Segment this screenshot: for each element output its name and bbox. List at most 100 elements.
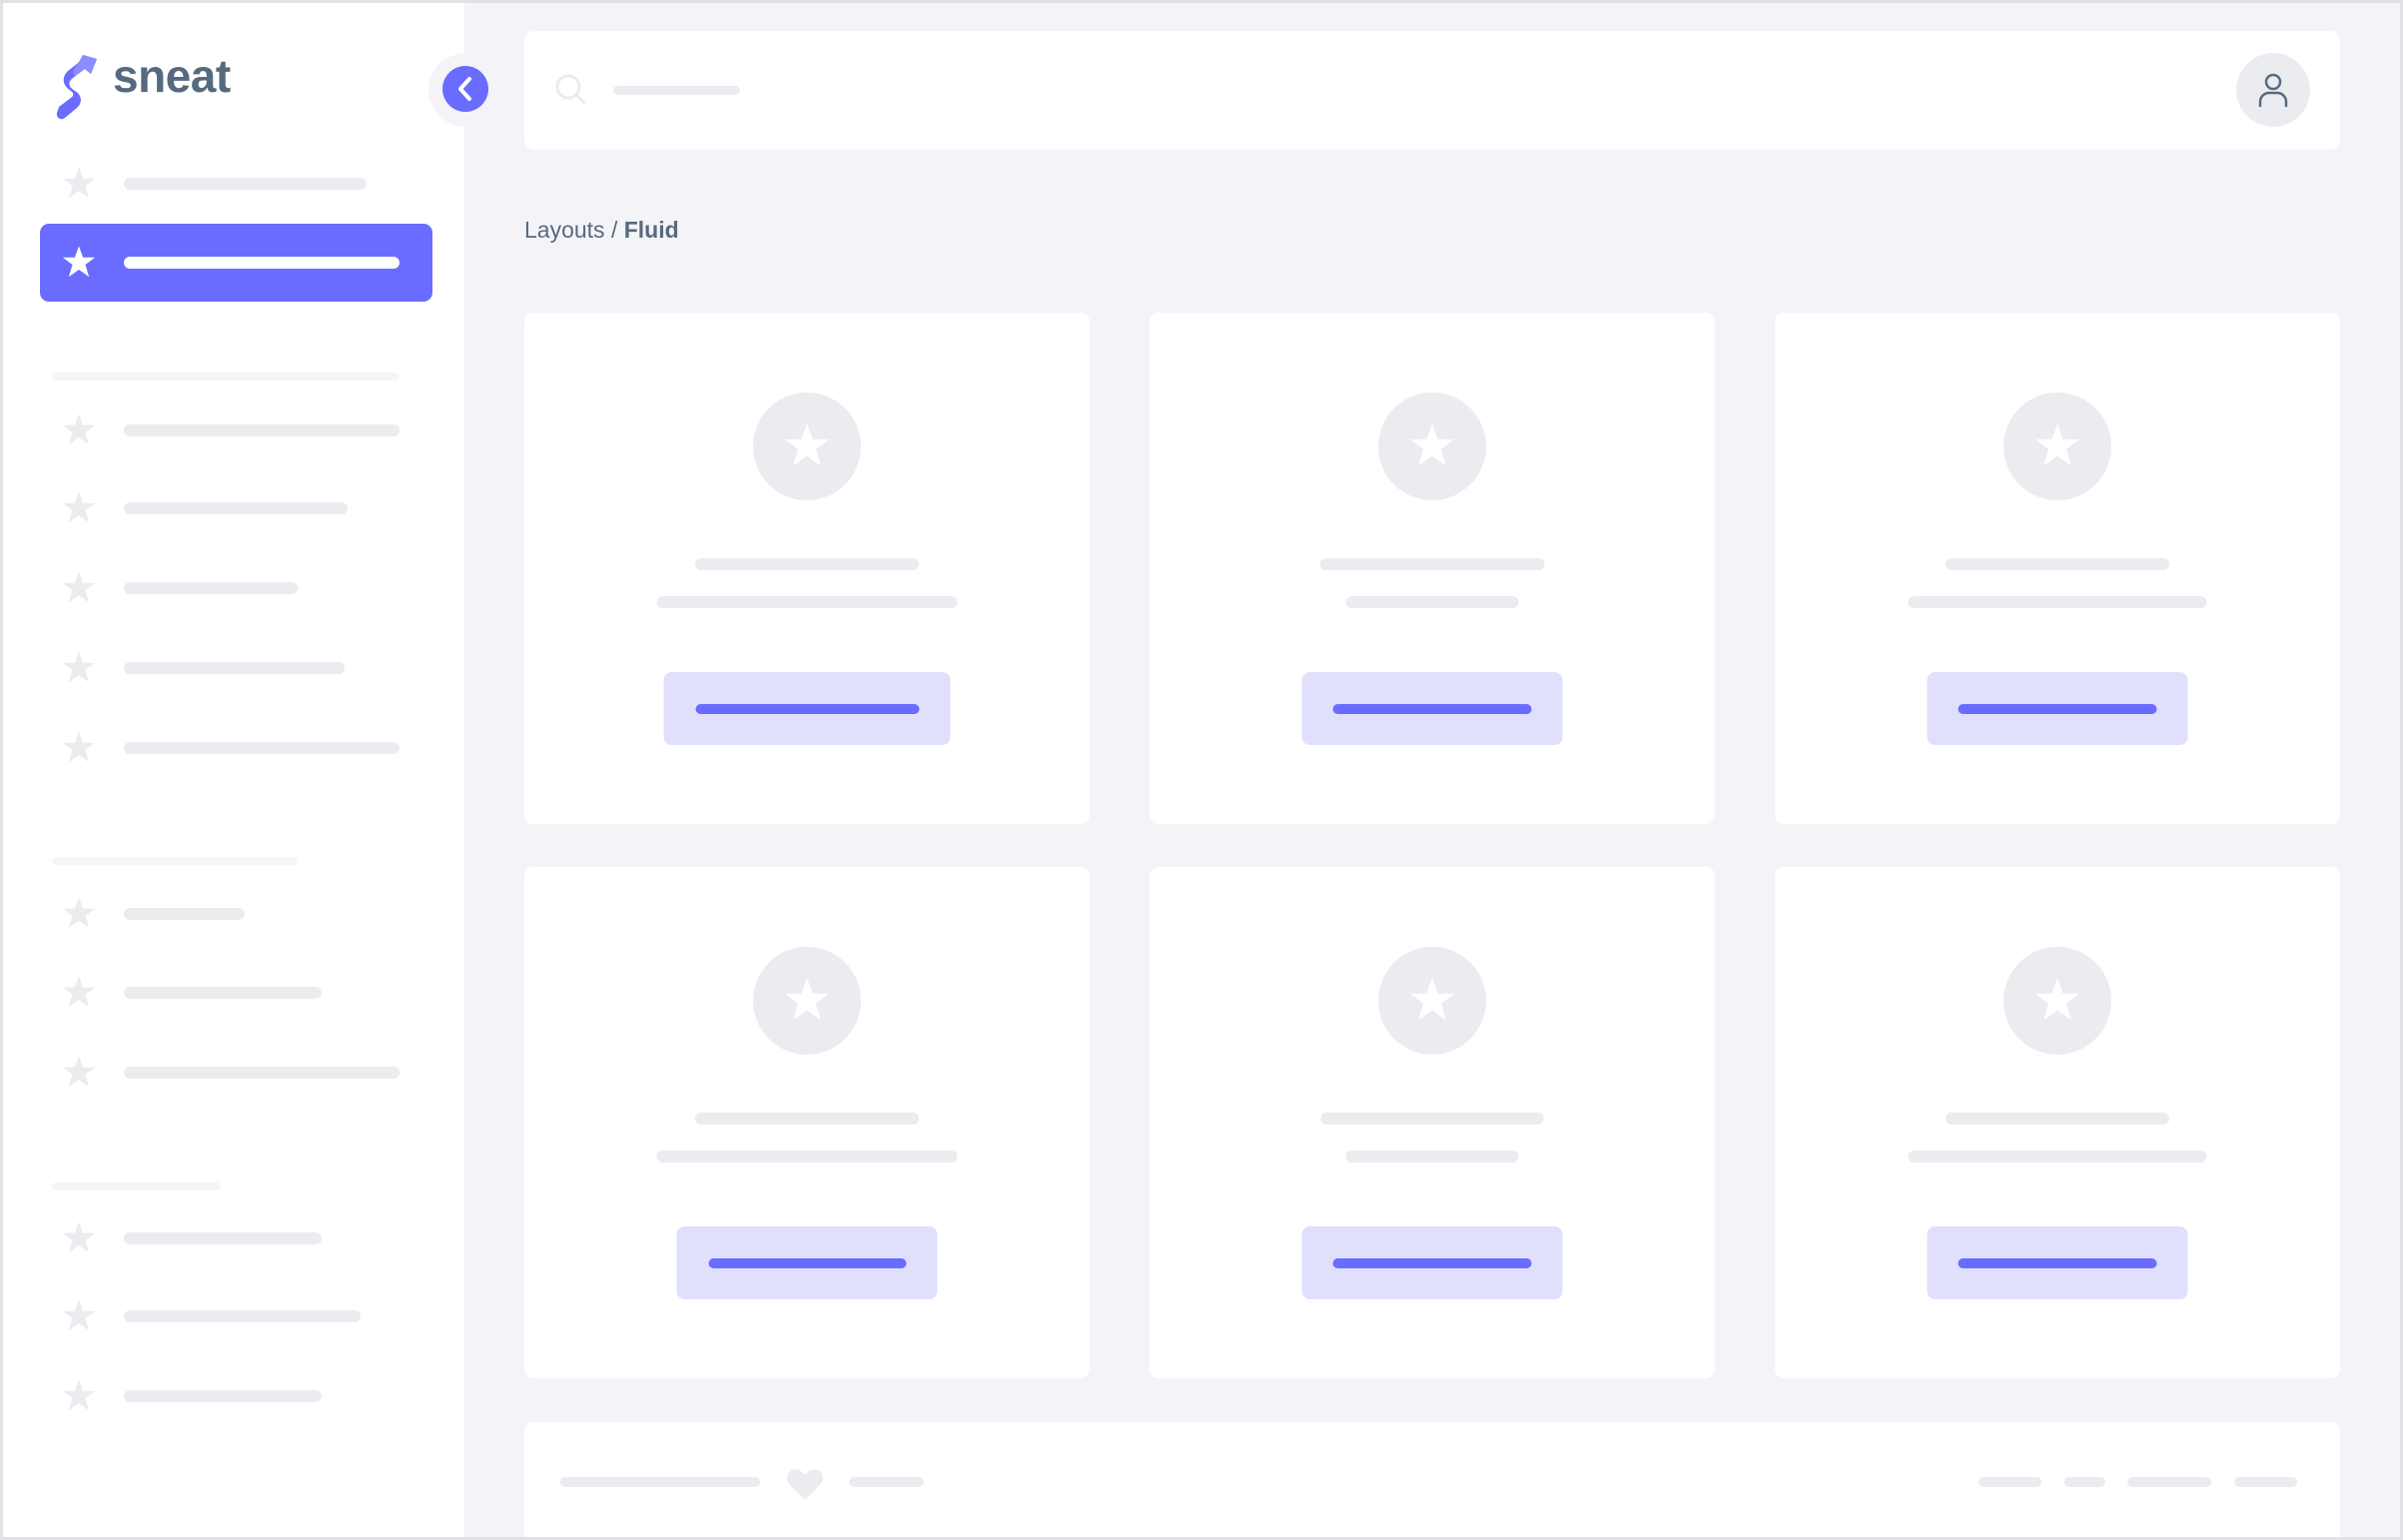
- user-icon: [2258, 73, 2288, 108]
- nav-label-skeleton: [124, 1067, 400, 1079]
- star-icon: [2031, 420, 2083, 472]
- sidebar: sneat: [3, 3, 504, 1537]
- star-icon: [60, 1377, 98, 1415]
- card-icon-circle: [2003, 947, 2111, 1055]
- footer-text-skeleton: [560, 1477, 760, 1487]
- nav-item[interactable]: [40, 145, 432, 223]
- card: [1150, 313, 1715, 824]
- footer-link-skeleton[interactable]: [2064, 1477, 2105, 1487]
- card-button[interactable]: [1301, 672, 1563, 745]
- star-icon: [781, 975, 833, 1027]
- star-icon: [1406, 420, 1458, 472]
- nav-item[interactable]: [40, 391, 432, 469]
- star-icon: [1406, 975, 1458, 1027]
- card-button[interactable]: [1927, 672, 2188, 745]
- card-text-skeleton: [656, 596, 958, 608]
- card-text-skeleton: [1345, 1151, 1519, 1162]
- footer-link-skeleton[interactable]: [849, 1477, 924, 1487]
- star-icon: [60, 649, 98, 687]
- brand-name[interactable]: sneat: [113, 50, 231, 102]
- breadcrumb-parent[interactable]: Layouts: [524, 217, 605, 243]
- footer: [524, 1422, 2340, 1537]
- nav-item[interactable]: [40, 1357, 432, 1435]
- star-icon: [60, 165, 98, 203]
- nav-label-skeleton: [124, 742, 400, 754]
- section-header-skeleton: [52, 857, 298, 865]
- nav-label-skeleton: [124, 1310, 361, 1322]
- card-text-skeleton: [656, 1151, 958, 1162]
- card-grid: [524, 313, 2340, 1378]
- chevron-left-icon: [458, 77, 471, 101]
- footer-link-skeleton[interactable]: [1979, 1477, 2041, 1487]
- card-icon-circle: [753, 947, 861, 1055]
- card-title-skeleton: [1320, 1113, 1544, 1125]
- card-button[interactable]: [676, 1226, 938, 1299]
- nav-label-skeleton: [124, 502, 348, 514]
- card-title-skeleton: [695, 1113, 919, 1125]
- breadcrumb-current: Fluid: [623, 217, 679, 243]
- star-icon: [60, 729, 98, 767]
- star-icon: [781, 420, 833, 472]
- star-icon: [60, 974, 98, 1012]
- card-title-skeleton: [1946, 1113, 2169, 1125]
- nav-item[interactable]: [40, 875, 432, 953]
- top-navbar: [524, 31, 2340, 150]
- nav-label-skeleton: [124, 908, 245, 920]
- star-icon: [60, 1219, 98, 1257]
- nav-label-skeleton: [124, 1390, 322, 1402]
- search-input[interactable]: [613, 86, 740, 95]
- nav-item-active[interactable]: [40, 224, 432, 302]
- card-icon-circle: [1378, 947, 1486, 1055]
- nav-label-skeleton: [124, 424, 400, 436]
- nav-item[interactable]: [40, 469, 432, 547]
- card-icon-circle: [753, 392, 861, 500]
- card-text-skeleton: [1908, 1151, 2207, 1162]
- card: [1775, 867, 2340, 1378]
- nav-item[interactable]: [40, 629, 432, 707]
- breadcrumb: Layouts / Fluid: [524, 217, 679, 244]
- footer-link-skeleton[interactable]: [2127, 1477, 2211, 1487]
- card: [524, 867, 1090, 1378]
- user-avatar-button[interactable]: [2236, 53, 2310, 127]
- nav-item[interactable]: [40, 1277, 432, 1355]
- card-button[interactable]: [663, 672, 951, 745]
- card-text-skeleton: [1908, 596, 2207, 608]
- nav-item[interactable]: [40, 1199, 432, 1277]
- section-header-skeleton: [52, 373, 400, 381]
- star-icon: [60, 895, 98, 933]
- star-icon: [60, 411, 98, 449]
- card-text-skeleton: [1345, 596, 1519, 608]
- sneat-logo-icon: [56, 55, 97, 120]
- footer-link-skeleton[interactable]: [2234, 1477, 2297, 1487]
- nav-label-skeleton: [124, 178, 367, 190]
- nav-item[interactable]: [40, 1034, 432, 1112]
- collapse-sidebar-button[interactable]: [442, 66, 488, 112]
- star-icon: [2031, 975, 2083, 1027]
- star-icon: [60, 489, 98, 527]
- card-icon-circle: [1378, 392, 1486, 500]
- nav-label-skeleton: [124, 582, 298, 594]
- search-icon[interactable]: [554, 73, 588, 107]
- nav-label-skeleton: [124, 987, 322, 999]
- card: [524, 313, 1090, 824]
- heart-icon: [786, 1469, 824, 1500]
- star-icon: [60, 569, 98, 607]
- nav-item[interactable]: [40, 549, 432, 627]
- breadcrumb-separator: /: [610, 217, 618, 243]
- nav-item[interactable]: [40, 954, 432, 1032]
- star-icon: [60, 244, 98, 282]
- card-button[interactable]: [1927, 1226, 2188, 1299]
- nav-label-skeleton: [124, 1232, 322, 1244]
- card-title-skeleton: [695, 558, 919, 570]
- card: [1775, 313, 2340, 824]
- card-button[interactable]: [1301, 1226, 1563, 1299]
- card-title-skeleton: [1946, 558, 2169, 570]
- card-icon-circle: [2003, 392, 2111, 500]
- nav-label-skeleton: [124, 662, 345, 674]
- star-icon: [60, 1297, 98, 1335]
- card: [1150, 867, 1715, 1378]
- section-header-skeleton: [52, 1182, 221, 1190]
- nav-item[interactable]: [40, 709, 432, 787]
- nav-label-skeleton: [124, 257, 400, 269]
